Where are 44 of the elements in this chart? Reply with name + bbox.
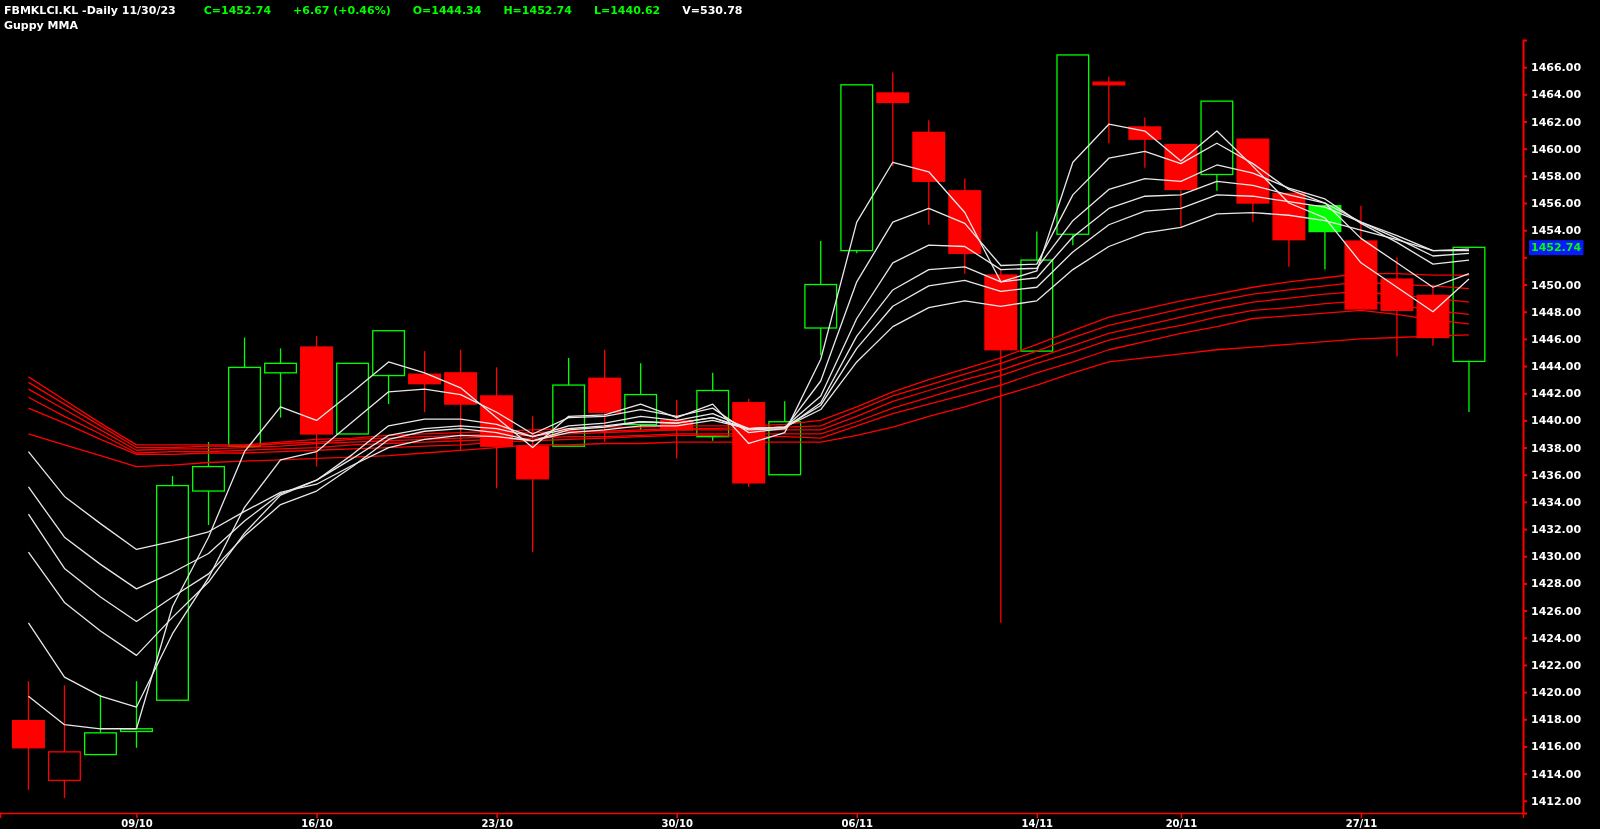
x-tick-label: 23/10 xyxy=(481,818,513,829)
y-tick-label: 1418.00 xyxy=(1531,713,1582,727)
y-tick-label: 1420.00 xyxy=(1531,686,1582,700)
y-tick-label: 1426.00 xyxy=(1531,604,1582,618)
y-tick-label: 1434.00 xyxy=(1531,495,1582,509)
text: H=1452.74 xyxy=(503,4,573,17)
x-tick-label: 20/11 xyxy=(1165,818,1198,829)
y-tick-label: 1458.00 xyxy=(1531,169,1582,183)
y-tick-label: 1412.00 xyxy=(1531,794,1582,808)
y-tick-label: 1422.00 xyxy=(1531,658,1582,672)
y-tick-label: 1450.00 xyxy=(1531,278,1582,292)
x-tick-label: 06/11 xyxy=(841,818,874,829)
y-tick-label: 1446.00 xyxy=(1531,332,1582,346)
y-tick-label: 1436.00 xyxy=(1531,468,1582,482)
x-tick-label: 30/10 xyxy=(661,818,693,829)
y-tick-label: 1440.00 xyxy=(1531,414,1582,428)
text: O=1444.34 xyxy=(412,4,482,17)
text: C=1452.74 xyxy=(203,4,272,17)
y-tick-label: 1454.00 xyxy=(1531,224,1582,238)
y-tick-label: 1424.00 xyxy=(1531,631,1582,645)
y-tick-label: 1462.00 xyxy=(1531,115,1582,129)
y-tick-label: 1430.00 xyxy=(1531,550,1582,564)
x-tick-label: 14/11 xyxy=(1021,818,1054,829)
chart-title: FBMKLCI.KL -Daily 11/30/23 xyxy=(4,4,176,17)
chart-subtitle: Guppy MMA xyxy=(4,19,79,32)
y-tick-label: 1448.00 xyxy=(1531,305,1582,319)
x-tick-label: 16/10 xyxy=(301,818,333,829)
y-tick-label: 1460.00 xyxy=(1531,142,1582,156)
y-tick-label: 1442.00 xyxy=(1531,387,1582,401)
y-tick-label: 1432.00 xyxy=(1531,523,1582,537)
x-tick-label: 27/11 xyxy=(1345,818,1378,829)
y-tick-label: 1464.00 xyxy=(1531,88,1582,102)
text: L=1440.62 xyxy=(593,4,661,17)
y-tick-label: 1466.00 xyxy=(1531,61,1582,75)
y-tick-label: 1444.00 xyxy=(1531,360,1582,374)
y-tick-label: 1428.00 xyxy=(1531,577,1582,591)
x-tick-label: 09/10 xyxy=(121,818,153,829)
text: 1452.74 xyxy=(1531,241,1582,255)
y-tick-label: 1416.00 xyxy=(1531,740,1582,754)
y-tick-label: 1438.00 xyxy=(1531,441,1582,455)
text: +6.67 (+0.46%) xyxy=(293,4,391,17)
text: V=530.78 xyxy=(682,4,743,17)
y-tick-label: 1456.00 xyxy=(1531,197,1582,211)
y-tick-label: 1414.00 xyxy=(1531,767,1582,781)
